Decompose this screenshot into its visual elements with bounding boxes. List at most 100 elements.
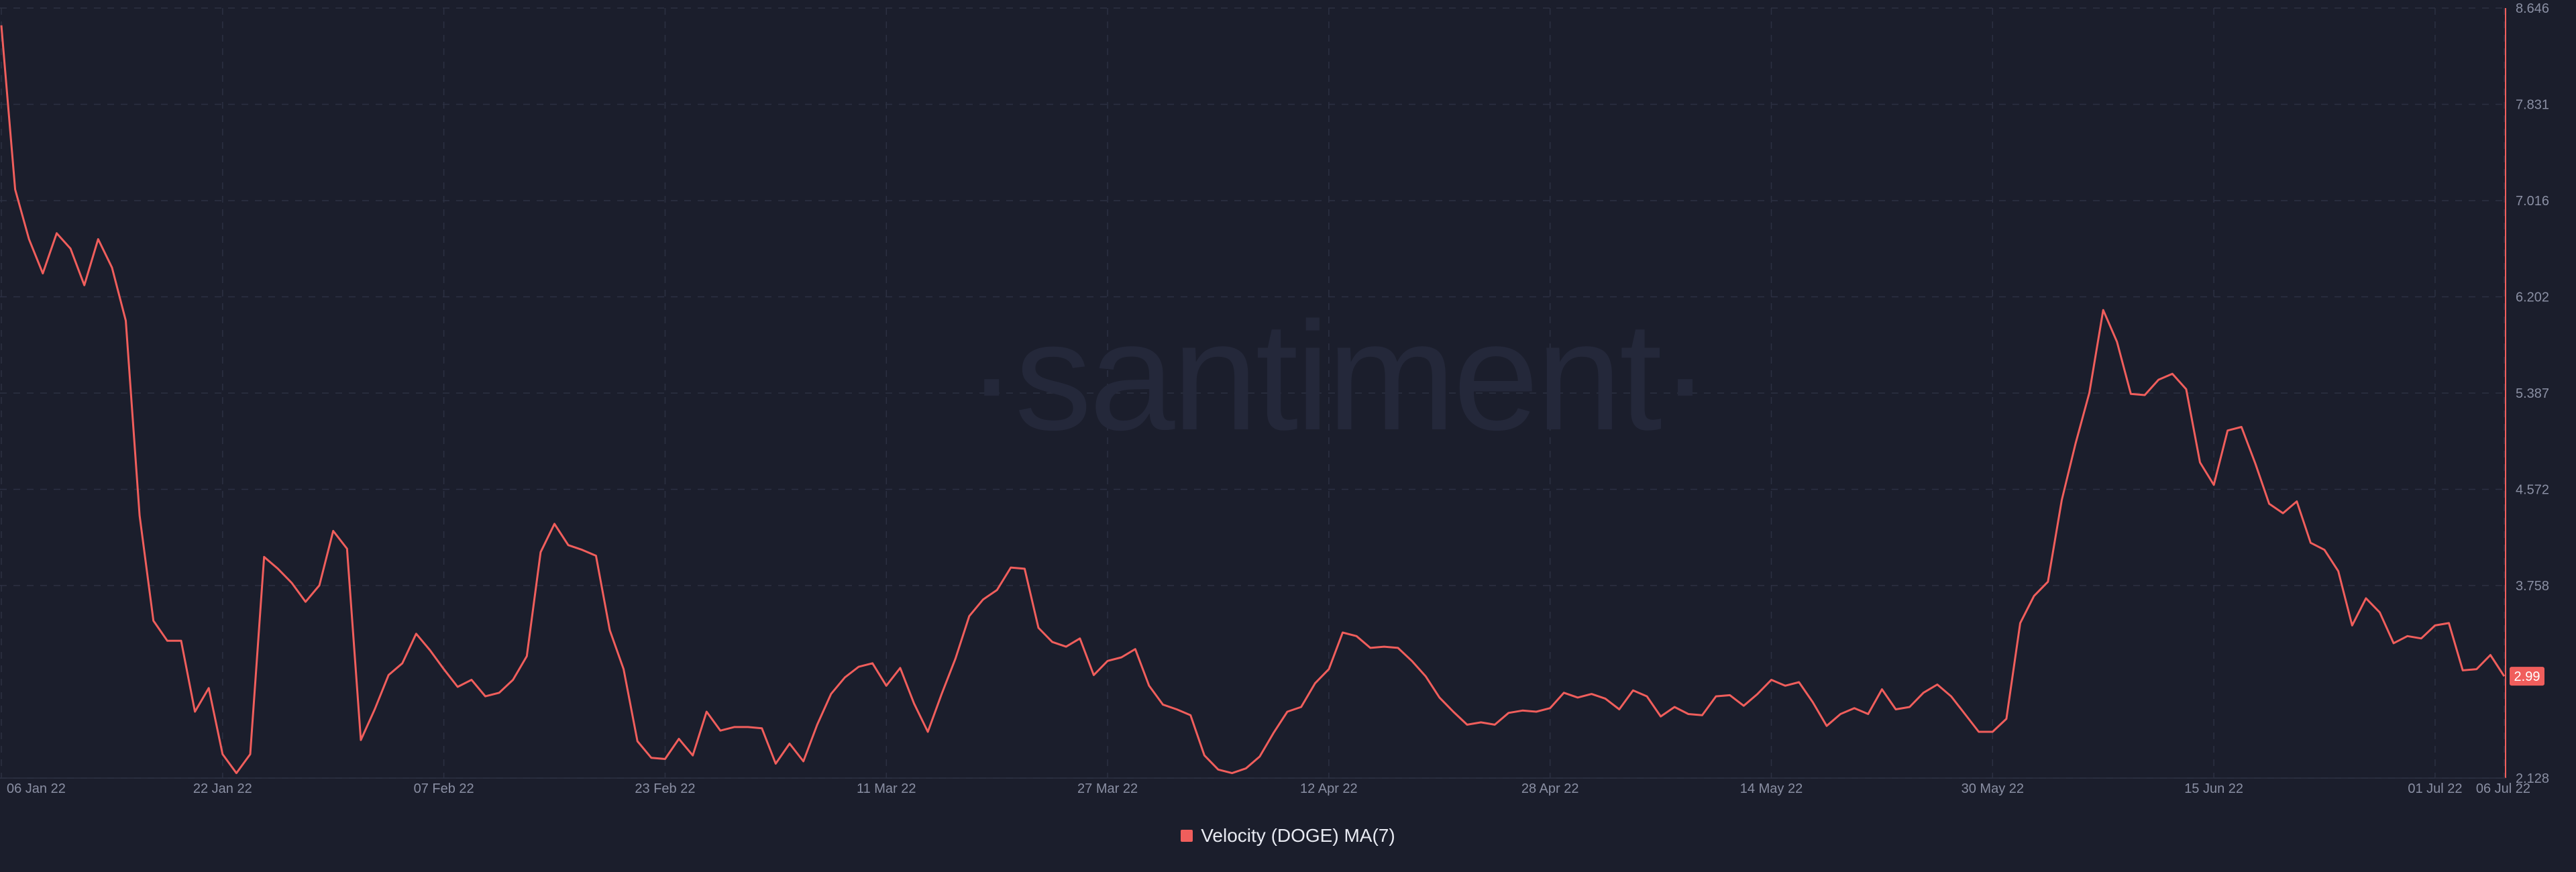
legend[interactable]: Velocity (DOGE) MA(7) xyxy=(0,825,2576,847)
data-point[interactable] xyxy=(453,683,462,691)
data-point[interactable] xyxy=(2168,370,2176,378)
data-point[interactable] xyxy=(1518,706,1526,714)
data-point[interactable] xyxy=(1200,751,1208,759)
data-point[interactable] xyxy=(633,737,641,745)
data-point[interactable] xyxy=(855,663,863,671)
data-point[interactable] xyxy=(2486,651,2494,659)
data-point[interactable] xyxy=(11,186,19,194)
data-point[interactable] xyxy=(910,700,918,708)
data-point[interactable] xyxy=(1919,689,1927,697)
data-point[interactable] xyxy=(1892,705,1900,713)
data-point[interactable] xyxy=(2030,592,2038,600)
data-point[interactable] xyxy=(1712,692,1720,700)
data-point[interactable] xyxy=(1463,720,1471,728)
data-point[interactable] xyxy=(1256,753,1264,761)
data-point[interactable] xyxy=(1505,709,1513,717)
data-point[interactable] xyxy=(412,630,420,638)
data-point[interactable] xyxy=(1089,671,1097,679)
data-point[interactable] xyxy=(924,728,932,736)
data-point[interactable] xyxy=(979,596,987,604)
data-point[interactable] xyxy=(1007,563,1015,571)
data-point[interactable] xyxy=(80,281,89,289)
data-point[interactable] xyxy=(1560,689,1568,697)
data-point[interactable] xyxy=(827,690,835,698)
data-point[interactable] xyxy=(1421,672,1430,680)
data-point[interactable] xyxy=(509,675,517,684)
data-point[interactable] xyxy=(357,736,365,744)
data-point[interactable] xyxy=(1228,769,1236,777)
data-point[interactable] xyxy=(1988,728,1996,736)
data-point[interactable] xyxy=(1283,708,1291,716)
data-point[interactable] xyxy=(1049,638,1057,646)
data-point[interactable] xyxy=(2072,439,2080,447)
data-point[interactable] xyxy=(1297,703,1305,711)
data-point[interactable] xyxy=(150,616,158,624)
data-point[interactable] xyxy=(2086,388,2094,396)
data-point[interactable] xyxy=(1394,644,1402,652)
data-point[interactable] xyxy=(758,724,766,732)
data-point[interactable] xyxy=(551,520,559,528)
data-point[interactable] xyxy=(1145,682,1153,690)
data-point[interactable] xyxy=(52,229,60,237)
data-point[interactable] xyxy=(205,684,213,692)
data-point[interactable] xyxy=(163,637,171,645)
data-point[interactable] xyxy=(1159,700,1167,708)
data-point[interactable] xyxy=(938,690,946,698)
data-point[interactable] xyxy=(1837,710,1845,718)
data-point[interactable] xyxy=(1104,657,1112,665)
data-point[interactable] xyxy=(1823,722,1831,730)
data-point[interactable] xyxy=(2182,385,2190,393)
data-point[interactable] xyxy=(1325,665,1333,673)
data-point[interactable] xyxy=(2057,496,2065,504)
data-point[interactable] xyxy=(2196,458,2204,466)
data-point[interactable] xyxy=(592,552,600,560)
data-point[interactable] xyxy=(288,579,296,587)
data-point[interactable] xyxy=(1629,686,1637,694)
data-point[interactable] xyxy=(2251,459,2259,468)
data-point[interactable] xyxy=(1643,692,1651,700)
data-point[interactable] xyxy=(1436,694,1444,702)
data-point[interactable] xyxy=(398,659,407,667)
data-point[interactable] xyxy=(2334,567,2343,575)
data-point[interactable] xyxy=(371,705,379,713)
data-point[interactable] xyxy=(481,692,489,700)
data-point[interactable] xyxy=(1187,711,1195,719)
data-point[interactable] xyxy=(2445,619,2453,627)
data-point[interactable] xyxy=(702,708,710,716)
data-point[interactable] xyxy=(1546,704,1554,712)
data-point[interactable] xyxy=(2404,632,2412,640)
data-point[interactable] xyxy=(94,235,102,243)
data-point[interactable] xyxy=(1311,679,1319,688)
data-point[interactable] xyxy=(2279,509,2287,517)
data-point[interactable] xyxy=(1338,629,1346,637)
data-point[interactable] xyxy=(2237,423,2245,431)
data-point[interactable] xyxy=(329,527,337,535)
data-point[interactable] xyxy=(1034,624,1042,632)
data-point[interactable] xyxy=(661,755,669,763)
data-point[interactable] xyxy=(2155,376,2163,384)
data-point[interactable] xyxy=(1366,644,1375,652)
data-point[interactable] xyxy=(1491,720,1499,728)
data-point[interactable] xyxy=(1657,712,1665,720)
data-point[interactable] xyxy=(1781,682,1789,690)
data-point[interactable] xyxy=(1975,728,1983,736)
data-point[interactable] xyxy=(2306,539,2314,547)
data-point[interactable] xyxy=(2141,391,2149,399)
data-point[interactable] xyxy=(2362,594,2370,602)
data-point[interactable] xyxy=(2348,621,2356,629)
data-point[interactable] xyxy=(1574,694,1582,702)
data-point[interactable] xyxy=(66,245,74,253)
data-point[interactable] xyxy=(578,546,586,554)
data-point[interactable] xyxy=(2099,306,2107,314)
data-point[interactable] xyxy=(1601,695,1609,703)
data-point[interactable] xyxy=(882,682,890,690)
data-point[interactable] xyxy=(1380,643,1388,651)
data-point[interactable] xyxy=(993,586,1001,594)
data-point[interactable] xyxy=(689,751,697,759)
data-point[interactable] xyxy=(841,673,849,682)
data-point[interactable] xyxy=(1906,703,1914,711)
data-point[interactable] xyxy=(232,769,240,777)
data-point[interactable] xyxy=(1477,718,1485,726)
data-point[interactable] xyxy=(675,735,683,743)
data-point[interactable] xyxy=(951,655,959,663)
